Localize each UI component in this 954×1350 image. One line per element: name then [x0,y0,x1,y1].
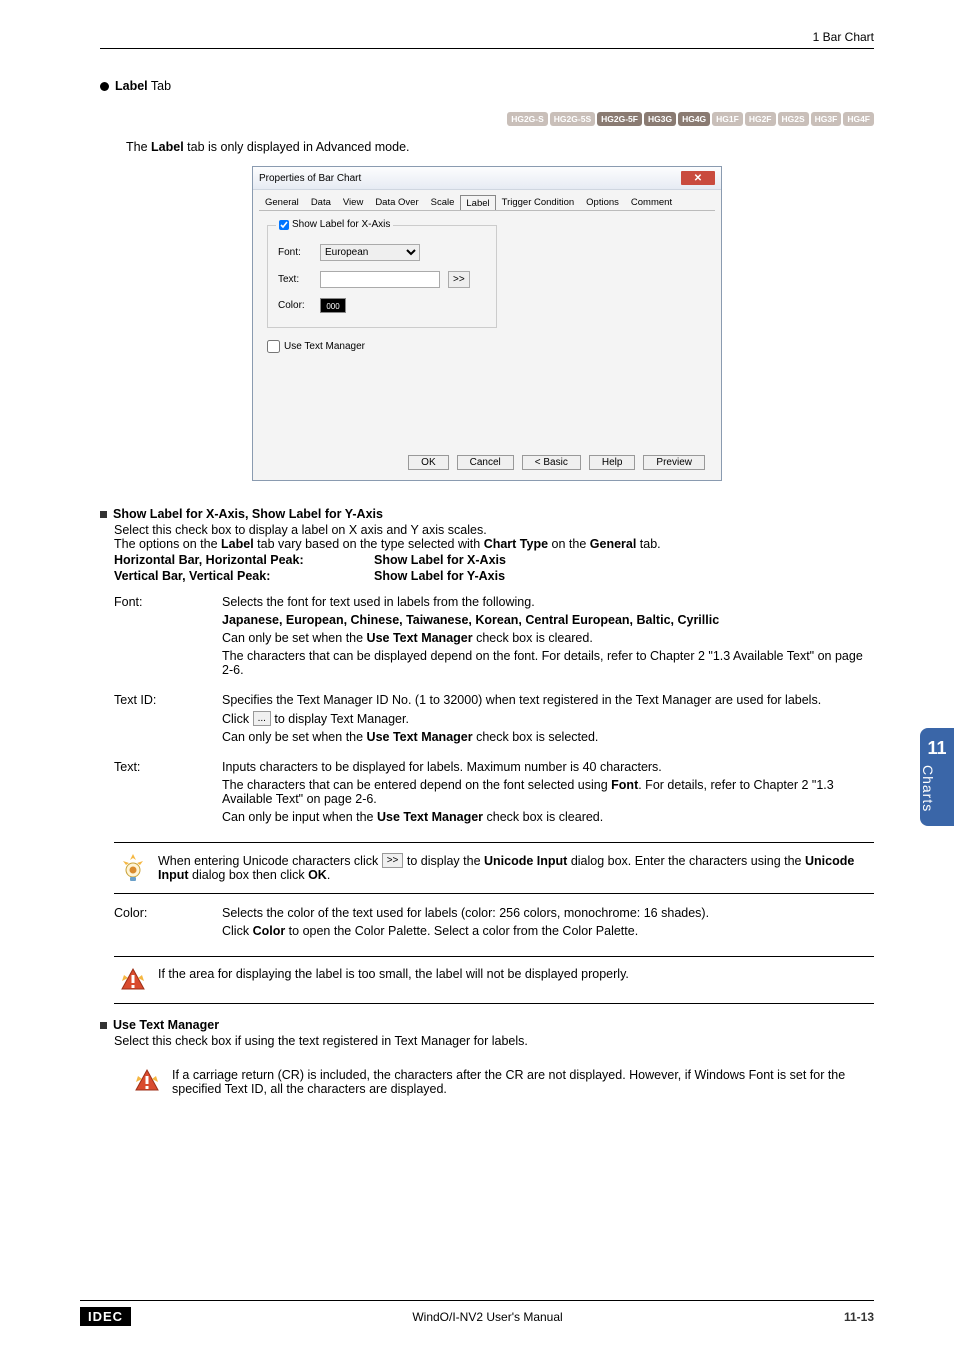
page-number: 11-13 [844,1310,874,1324]
font-label: Font: [278,247,312,258]
warning-callout-2: If a carriage return (CR) is included, t… [128,1062,874,1102]
model-badge: HG4G [678,112,710,126]
use-text-manager-heading: Use Text Manager [100,1018,874,1032]
model-badge: HG2S [778,112,809,126]
square-bullet-icon [100,511,107,518]
intro-text: The Label tab is only displayed in Advan… [126,140,874,154]
text-label: Text: [278,274,312,285]
preview-button[interactable]: Preview [643,455,705,470]
font-term: Font: [114,595,222,681]
font-desc: Selects the font for text used in labels… [222,595,874,681]
tip-callout: When entering Unicode characters click >… [114,842,874,894]
model-badge: HG2G-5S [550,112,595,126]
utm-line: Select this check box if using the text … [114,1034,874,1048]
ok-button[interactable]: OK [408,455,448,470]
text-input[interactable] [320,271,440,288]
warning-icon [134,1068,160,1094]
color-swatch[interactable]: 000 [320,298,346,313]
page-breadcrumb: 1 Bar Chart [100,30,874,49]
unicode-expand-button[interactable]: >> [382,853,404,868]
use-text-manager-checkbox[interactable] [267,340,280,353]
bullet-icon [100,82,109,91]
model-badges: HG2G-SHG2G-5SHG2G-5FHG3GHG4GHG1FHG2FHG2S… [100,111,874,126]
close-icon[interactable]: ✕ [681,171,715,185]
dialog-tab[interactable]: Comment [625,194,678,210]
textid-desc: Specifies the Text Manager ID No. (1 to … [222,693,874,748]
page-footer: IDEC WindO/I-NV2 User's Manual 11-13 [80,1300,874,1326]
text-desc: Inputs characters to be displayed for la… [222,760,874,828]
model-badge: HG4F [843,112,874,126]
chapter-tab: 11 Charts [920,728,954,826]
model-badge: HG3G [644,112,676,126]
footer-title: WindO/I-NV2 User's Manual [412,1310,562,1324]
ellipsis-button[interactable]: ... [253,711,271,726]
color-label: Color: [278,300,312,311]
basic-button[interactable]: < Basic [522,455,581,470]
dialog-tab[interactable]: Trigger Condition [496,194,581,210]
textid-term: Text ID: [114,693,222,748]
show-label-x-checkbox[interactable] [279,220,289,230]
color-term: Color: [114,906,222,942]
properties-dialog: Properties of Bar Chart ✕ GeneralDataVie… [252,166,722,481]
use-text-manager-label: Use Text Manager [284,341,365,352]
dialog-tabs: GeneralDataViewData OverScaleLabelTrigge… [253,190,721,210]
color-desc: Selects the color of the text used for l… [222,906,874,942]
model-badge: HG2G-S [507,112,548,126]
dialog-tab[interactable]: Data Over [369,194,424,210]
dialog-tab[interactable]: Data [305,194,337,210]
xy-line1: Select this check box to display a label… [114,523,874,537]
xy-line2: The options on the Label tab vary based … [114,537,874,551]
help-button[interactable]: Help [589,455,636,470]
dialog-tab[interactable]: View [337,194,369,210]
dialog-tab[interactable]: Options [580,194,625,210]
font-select[interactable]: European [320,244,420,261]
show-label-fieldset: Show Label for X-Axis Font: European Tex… [267,225,497,328]
expand-button[interactable]: >> [448,271,470,288]
warning-icon [120,967,146,993]
dialog-title: Properties of Bar Chart [259,173,361,184]
model-badge: HG2F [745,112,776,126]
dialog-tab[interactable]: Scale [425,194,461,210]
model-badge: HG2G-5F [597,112,642,126]
square-bullet-icon [100,1022,107,1029]
text-term: Text: [114,760,222,828]
warning-callout-1: If the area for displaying the label is … [114,956,874,1004]
show-label-x-text: Show Label for X-Axis [292,219,390,230]
show-label-heading: Show Label for X-Axis, Show Label for Y-… [100,507,874,521]
chart-type-row2: Vertical Bar, Vertical Peak:Show Label f… [114,569,874,583]
dialog-tab[interactable]: Label [460,195,495,211]
model-badge: HG3F [811,112,842,126]
section-heading: Label Tab [100,79,874,93]
section-title: Label Tab [115,79,171,93]
cancel-button[interactable]: Cancel [457,455,514,470]
dialog-tab[interactable]: General [259,194,305,210]
idec-logo: IDEC [80,1307,131,1326]
lightbulb-icon [120,853,146,883]
model-badge: HG1F [712,112,743,126]
chart-type-row1: Horizontal Bar, Horizontal Peak:Show Lab… [114,553,874,567]
